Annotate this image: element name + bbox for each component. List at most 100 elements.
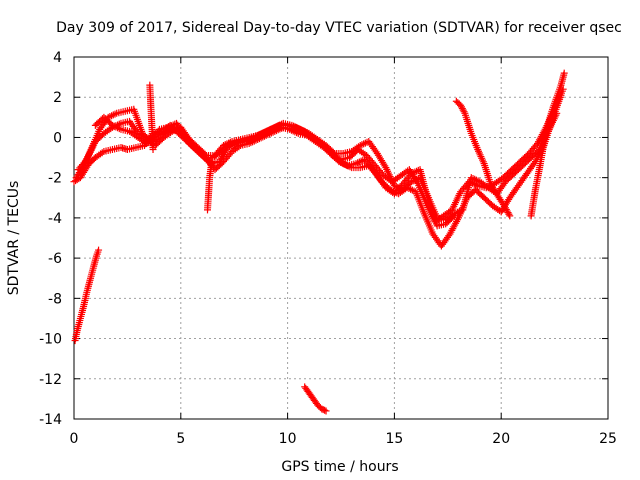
data-point bbox=[269, 128, 277, 136]
data-point bbox=[457, 103, 465, 111]
data-point bbox=[321, 406, 329, 414]
chart-title: Day 309 of 2017, Sidereal Day-to-day VTE… bbox=[56, 20, 622, 36]
data-point bbox=[220, 141, 228, 149]
data-point bbox=[250, 137, 258, 145]
data-point bbox=[469, 174, 477, 182]
data-point bbox=[114, 124, 122, 132]
data-point bbox=[339, 160, 347, 168]
data-point bbox=[467, 174, 475, 182]
data-point bbox=[223, 140, 231, 148]
data-point bbox=[115, 125, 123, 133]
data-point bbox=[472, 176, 480, 184]
data-point bbox=[98, 149, 106, 157]
data-point bbox=[505, 210, 513, 218]
y-axis-label: SDTVAR / TECUs bbox=[6, 181, 22, 296]
x-tick-label: 20 bbox=[492, 431, 510, 447]
x-tick-label: 0 bbox=[70, 431, 79, 447]
plot-frame bbox=[73, 56, 609, 420]
data-point bbox=[408, 186, 416, 194]
y-tick-label: -10 bbox=[39, 332, 62, 348]
data-point bbox=[112, 123, 120, 131]
data-point bbox=[264, 131, 272, 139]
data-point bbox=[163, 128, 171, 136]
grid bbox=[74, 57, 608, 419]
data-point bbox=[407, 185, 415, 193]
data-point bbox=[530, 159, 538, 167]
data-point bbox=[390, 182, 398, 190]
data-point bbox=[343, 161, 351, 169]
data-point bbox=[356, 141, 364, 149]
data-point bbox=[165, 127, 173, 135]
y-tick-label: 2 bbox=[53, 90, 62, 106]
data-point bbox=[501, 204, 509, 212]
data-point bbox=[109, 111, 117, 119]
data-point bbox=[560, 69, 568, 77]
data-point bbox=[445, 232, 453, 240]
data-point bbox=[262, 131, 270, 139]
data-point bbox=[249, 138, 257, 146]
data-point bbox=[411, 176, 419, 184]
data-point bbox=[259, 133, 267, 141]
data-point bbox=[245, 139, 253, 147]
data-point bbox=[504, 209, 512, 217]
y-tick-label: -14 bbox=[39, 412, 62, 428]
y-tick-label: 4 bbox=[53, 50, 62, 66]
x-tick-label: 15 bbox=[385, 431, 403, 447]
data-point bbox=[409, 169, 417, 177]
data-point bbox=[455, 207, 463, 215]
data-point bbox=[106, 113, 114, 121]
data-points bbox=[70, 69, 568, 415]
data-point bbox=[409, 177, 417, 185]
data-point bbox=[296, 127, 304, 135]
data-point bbox=[266, 130, 274, 138]
y-tick-label: -4 bbox=[48, 211, 62, 227]
data-point bbox=[359, 156, 367, 164]
y-tick-label: -8 bbox=[48, 291, 62, 307]
data-point bbox=[226, 138, 234, 146]
data-point bbox=[407, 178, 415, 186]
data-point bbox=[247, 139, 255, 147]
data-point bbox=[111, 110, 119, 118]
data-point bbox=[276, 125, 284, 133]
data-point bbox=[208, 158, 216, 166]
data-point bbox=[454, 208, 462, 216]
data-point bbox=[267, 129, 275, 137]
data-point bbox=[341, 160, 349, 168]
data-point bbox=[254, 135, 262, 143]
data-point bbox=[149, 146, 157, 154]
y-tick-label: -2 bbox=[48, 171, 62, 187]
data-point bbox=[322, 407, 330, 415]
x-tick-label: 25 bbox=[599, 431, 617, 447]
data-point bbox=[167, 122, 175, 130]
x-axis-label: GPS time / hours bbox=[281, 459, 398, 475]
data-point bbox=[298, 128, 306, 136]
data-point bbox=[161, 129, 169, 137]
data-point bbox=[274, 126, 282, 134]
data-point bbox=[407, 170, 415, 178]
data-point bbox=[235, 143, 243, 151]
data-point bbox=[460, 108, 468, 116]
data-point bbox=[272, 127, 280, 135]
data-point bbox=[471, 175, 479, 183]
data-point bbox=[355, 158, 363, 166]
data-point bbox=[110, 122, 118, 130]
data-point bbox=[144, 139, 152, 147]
data-point bbox=[143, 139, 151, 147]
data-point bbox=[255, 135, 263, 143]
data-point bbox=[108, 121, 116, 129]
data-point bbox=[346, 163, 354, 171]
data-point bbox=[502, 205, 510, 213]
data-point bbox=[95, 246, 103, 254]
data-point bbox=[160, 129, 168, 137]
data-point bbox=[300, 129, 308, 137]
data-point bbox=[108, 112, 116, 120]
data-point bbox=[449, 213, 457, 221]
data-point bbox=[503, 207, 511, 215]
y-tick-label: -12 bbox=[39, 372, 62, 388]
data-point bbox=[257, 134, 265, 142]
data-point bbox=[271, 127, 279, 135]
data-point bbox=[225, 139, 233, 147]
data-point bbox=[358, 141, 366, 149]
data-point bbox=[459, 106, 467, 114]
